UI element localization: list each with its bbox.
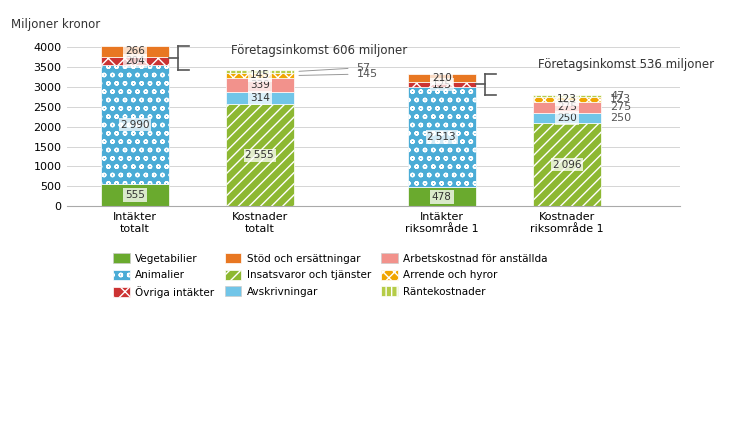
Text: 266: 266 bbox=[125, 47, 145, 57]
Text: Miljoner kronor: Miljoner kronor bbox=[11, 19, 101, 31]
Text: 125: 125 bbox=[432, 80, 452, 89]
Bar bbox=[101, 65, 169, 184]
Bar bbox=[533, 113, 601, 123]
Text: 204: 204 bbox=[125, 56, 145, 66]
Text: 210: 210 bbox=[432, 73, 452, 83]
Bar bbox=[533, 123, 601, 206]
Text: 555: 555 bbox=[125, 190, 145, 200]
Bar bbox=[225, 78, 294, 92]
Text: 123: 123 bbox=[610, 94, 631, 105]
Text: 275: 275 bbox=[556, 102, 576, 112]
Bar bbox=[101, 57, 169, 65]
Text: 2 990: 2 990 bbox=[120, 120, 149, 130]
Text: 123: 123 bbox=[556, 94, 576, 105]
Bar bbox=[225, 73, 294, 78]
Bar bbox=[533, 102, 601, 113]
Bar bbox=[408, 87, 476, 187]
Text: 2 513: 2 513 bbox=[427, 132, 456, 142]
Legend: Vegetabilier, Animalier, Övriga intäkter, Stöd och ersättningar, Insatsvaror och: Vegetabilier, Animalier, Övriga intäkter… bbox=[109, 249, 552, 302]
Text: 275: 275 bbox=[610, 102, 631, 112]
Text: 2 096: 2 096 bbox=[553, 159, 581, 170]
Text: Företagsinkomst 606 miljoner: Företagsinkomst 606 miljoner bbox=[231, 44, 408, 57]
Text: 478: 478 bbox=[432, 192, 452, 202]
Bar bbox=[225, 92, 294, 105]
Bar bbox=[533, 97, 601, 102]
Text: 250: 250 bbox=[610, 113, 631, 123]
Bar bbox=[533, 95, 601, 97]
Bar bbox=[101, 46, 169, 57]
Bar bbox=[101, 184, 169, 206]
Text: 2 555: 2 555 bbox=[245, 151, 274, 160]
Text: 314: 314 bbox=[250, 93, 270, 103]
Text: 250: 250 bbox=[557, 113, 576, 123]
Text: 145: 145 bbox=[250, 70, 270, 81]
Text: 145: 145 bbox=[356, 69, 378, 79]
Text: Företagsinkomst 536 miljoner: Företagsinkomst 536 miljoner bbox=[538, 58, 715, 71]
Text: 339: 339 bbox=[250, 80, 270, 90]
Bar bbox=[408, 74, 476, 82]
Text: 57: 57 bbox=[356, 63, 370, 73]
Bar bbox=[408, 82, 476, 87]
Text: 47: 47 bbox=[610, 91, 624, 101]
Bar bbox=[408, 187, 476, 206]
Bar bbox=[225, 70, 294, 73]
Bar bbox=[225, 105, 294, 206]
